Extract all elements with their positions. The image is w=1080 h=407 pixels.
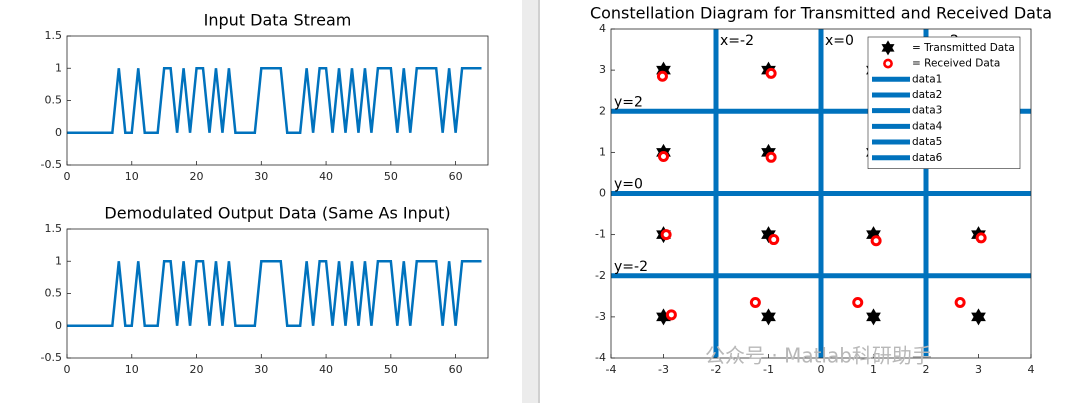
axes-box (66, 35, 489, 166)
received-point (954, 296, 966, 308)
y-tick-label: 3 (599, 63, 606, 76)
y-tick-label: 0.5 (45, 287, 63, 300)
reference-label: y=0 (614, 177, 643, 193)
y-tick-label: 2 (599, 104, 606, 117)
x-tick-label: -1 (763, 363, 774, 376)
window-divider (522, 0, 540, 403)
x-tick-label: 0 (64, 363, 71, 376)
chart-title: Demodulated Output Data (Same As Input) (104, 204, 450, 223)
y-tick-label: -0.5 (41, 158, 62, 171)
legend-marker (881, 40, 895, 56)
received-point (765, 67, 777, 79)
x-tick-label: 3 (975, 363, 982, 376)
y-tick-label: 1 (55, 254, 62, 267)
window-edge (538, 0, 540, 403)
reference-label: y=-2 (614, 259, 648, 275)
y-tick-label: 0.5 (45, 94, 63, 107)
x-tick-label: 50 (384, 170, 398, 183)
x-tick-label: 20 (190, 363, 204, 376)
y-tick-label: 4 (599, 22, 606, 35)
legend-label: data2 (912, 89, 942, 101)
data-line (67, 260, 482, 327)
x-tick-label: 0 (64, 170, 71, 183)
x-tick-label: 40 (319, 170, 333, 183)
x-tick-label: 50 (384, 363, 398, 376)
received-point (852, 296, 864, 308)
x-tick-label: 20 (190, 170, 204, 183)
received-point (975, 232, 987, 244)
x-tick-label: -3 (658, 363, 669, 376)
y-tick-label: -2 (595, 269, 606, 282)
legend-box (867, 36, 1021, 169)
legend: = Transmitted Data = Received Data data1 da… (867, 36, 1021, 169)
plot-area (67, 229, 488, 358)
x-tick-label: 1 (870, 363, 877, 376)
legend-label: data5 (912, 136, 942, 148)
reference-label: y=2 (614, 94, 643, 110)
y-tick-label: 1 (599, 145, 606, 158)
x-tick-label: 60 (449, 170, 463, 183)
watermark: 公众号 · Matlab科研助手 (705, 344, 932, 368)
received-point (749, 296, 761, 308)
y-tick-label: -1 (595, 228, 606, 241)
y-tick-label: 0 (55, 126, 62, 139)
y-tick-label: 0 (599, 187, 606, 200)
legend-label: data1 (912, 73, 942, 85)
reference-label: x=0 (825, 33, 854, 49)
y-tick-label: 1.5 (45, 29, 63, 42)
transmitted-point (971, 308, 986, 326)
x-tick-label: 30 (254, 170, 268, 183)
x-tick-label: 30 (254, 363, 268, 376)
y-tick-label: 1.5 (45, 222, 63, 235)
x-tick-label: 0 (818, 363, 825, 376)
received-point (768, 234, 780, 246)
chart-title: Constellation Diagram for Transmitted an… (590, 4, 1052, 23)
received-point (656, 70, 668, 82)
y-tick-label: -4 (595, 351, 606, 364)
legend-label: = Received Data (912, 58, 1000, 70)
legend-marker (883, 58, 893, 69)
received-point (660, 229, 672, 241)
y-tick-label: 1 (55, 61, 62, 74)
x-tick-label: 60 (449, 363, 463, 376)
transmitted-point (761, 308, 776, 326)
legend-label: data3 (912, 105, 942, 117)
reference-label: x=-2 (720, 33, 754, 49)
legend-label: = Transmitted Data (912, 42, 1015, 54)
received-point (665, 309, 677, 321)
x-tick-label: -2 (711, 363, 722, 376)
plot-area (67, 36, 488, 165)
x-tick-label: 4 (1028, 363, 1035, 376)
transmitted-point (866, 308, 881, 326)
x-tick-label: -4 (606, 363, 617, 376)
legend-label: data6 (912, 152, 943, 164)
x-tick-label: 10 (125, 170, 139, 183)
y-tick-label: 0 (55, 319, 62, 332)
received-point (765, 151, 777, 163)
chart-title: Input Data Stream (204, 11, 352, 30)
data-line (67, 67, 482, 134)
x-tick-label: 40 (319, 363, 333, 376)
received-point (658, 150, 669, 162)
received-point (870, 235, 882, 247)
y-tick-label: -0.5 (41, 351, 62, 364)
axes-box (610, 28, 1032, 359)
legend-label: data4 (912, 120, 943, 132)
x-tick-label: 2 (923, 363, 930, 376)
y-tick-label: -3 (595, 310, 606, 323)
axes-box (66, 228, 489, 359)
x-tick-label: 10 (125, 363, 139, 376)
